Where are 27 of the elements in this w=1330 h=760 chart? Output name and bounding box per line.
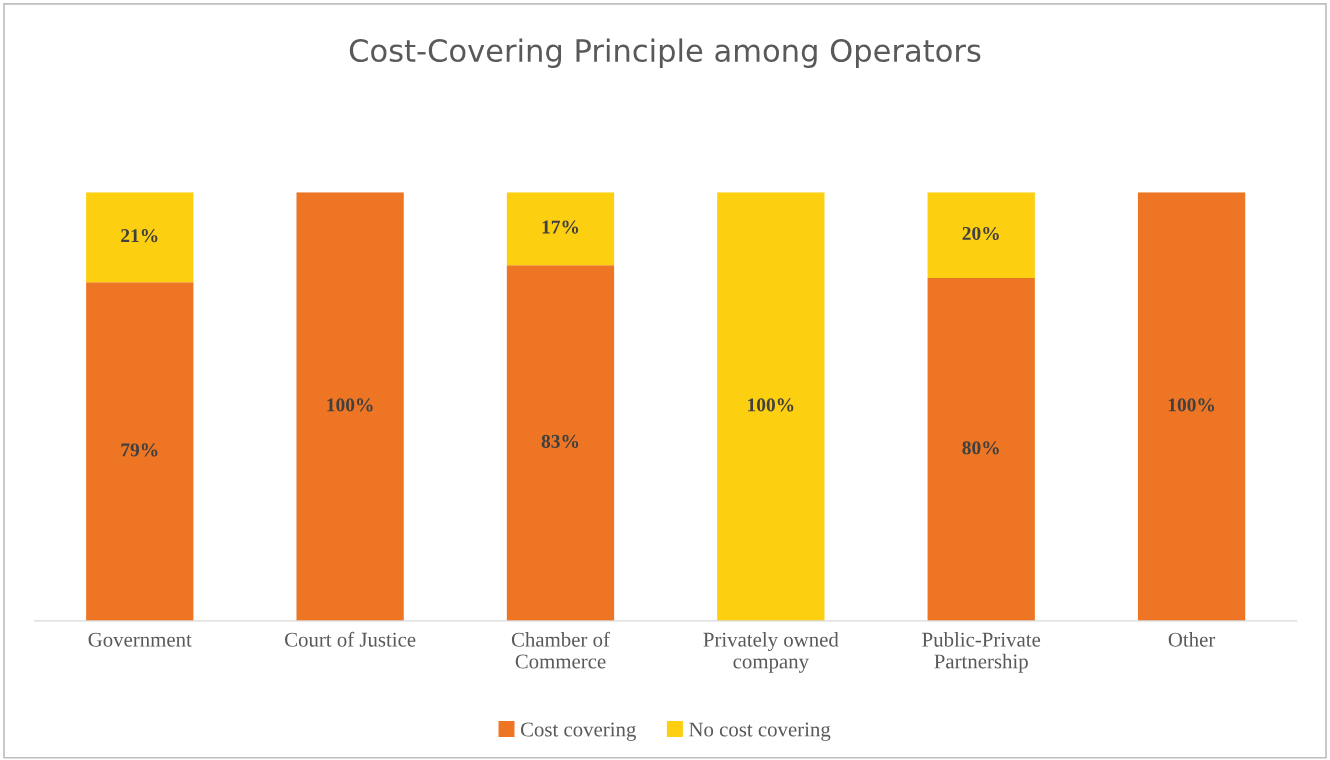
bar xyxy=(927,278,1035,621)
data-label: 79% xyxy=(121,443,158,457)
x-tick-label: Chamber of Commerce xyxy=(511,631,610,669)
data-label: 83% xyxy=(541,434,579,448)
data-label: 21% xyxy=(121,229,158,243)
data-label: 100% xyxy=(327,398,373,412)
legend-label: No cost covering xyxy=(689,722,831,741)
data-label: 80% xyxy=(962,441,999,455)
bar xyxy=(506,192,615,266)
bar xyxy=(296,192,404,621)
data-label: 17% xyxy=(542,220,579,234)
bar xyxy=(86,282,194,621)
bar xyxy=(717,192,825,621)
x-tick-label: Public-Private Partnership xyxy=(922,632,1041,673)
x-tick-label: Court of Justice xyxy=(285,631,416,647)
x-tick-label: Privately owned company xyxy=(703,632,839,673)
legend-label: Cost covering xyxy=(520,722,636,741)
data-label: 100% xyxy=(1168,398,1215,412)
x-tick-label: Government xyxy=(88,632,192,647)
data-label: 20% xyxy=(962,226,999,241)
x-tick-label: Other xyxy=(1168,632,1216,647)
bar xyxy=(86,192,194,283)
bar xyxy=(927,192,1035,279)
data-label: 100% xyxy=(748,398,794,412)
bar xyxy=(506,265,615,621)
chart-title: Cost-Covering Principle among Operators xyxy=(349,38,981,68)
bar xyxy=(1137,192,1246,621)
